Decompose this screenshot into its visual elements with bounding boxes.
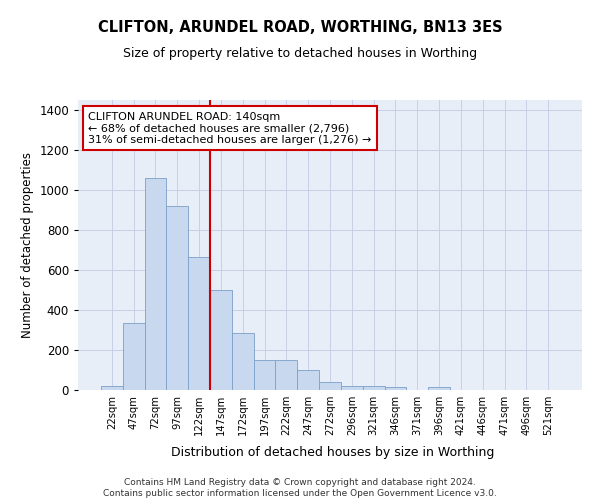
Text: Distribution of detached houses by size in Worthing: Distribution of detached houses by size … xyxy=(172,446,494,459)
Text: CLIFTON, ARUNDEL ROAD, WORTHING, BN13 3ES: CLIFTON, ARUNDEL ROAD, WORTHING, BN13 3E… xyxy=(98,20,502,35)
Y-axis label: Number of detached properties: Number of detached properties xyxy=(20,152,34,338)
Bar xyxy=(385,387,406,390)
Text: Contains HM Land Registry data © Crown copyright and database right 2024.
Contai: Contains HM Land Registry data © Crown c… xyxy=(103,478,497,498)
Bar xyxy=(188,257,210,390)
Bar xyxy=(254,360,275,390)
Bar xyxy=(101,386,123,390)
Bar xyxy=(145,178,166,390)
Bar xyxy=(341,386,363,390)
Text: CLIFTON ARUNDEL ROAD: 140sqm
← 68% of detached houses are smaller (2,796)
31% of: CLIFTON ARUNDEL ROAD: 140sqm ← 68% of de… xyxy=(88,112,371,145)
Bar xyxy=(363,386,385,390)
Bar xyxy=(275,360,297,390)
Bar xyxy=(166,206,188,390)
Bar xyxy=(232,333,254,390)
Text: Size of property relative to detached houses in Worthing: Size of property relative to detached ho… xyxy=(123,48,477,60)
Bar xyxy=(210,290,232,390)
Bar xyxy=(123,323,145,390)
Bar xyxy=(319,382,341,390)
Bar xyxy=(428,387,450,390)
Bar xyxy=(297,370,319,390)
